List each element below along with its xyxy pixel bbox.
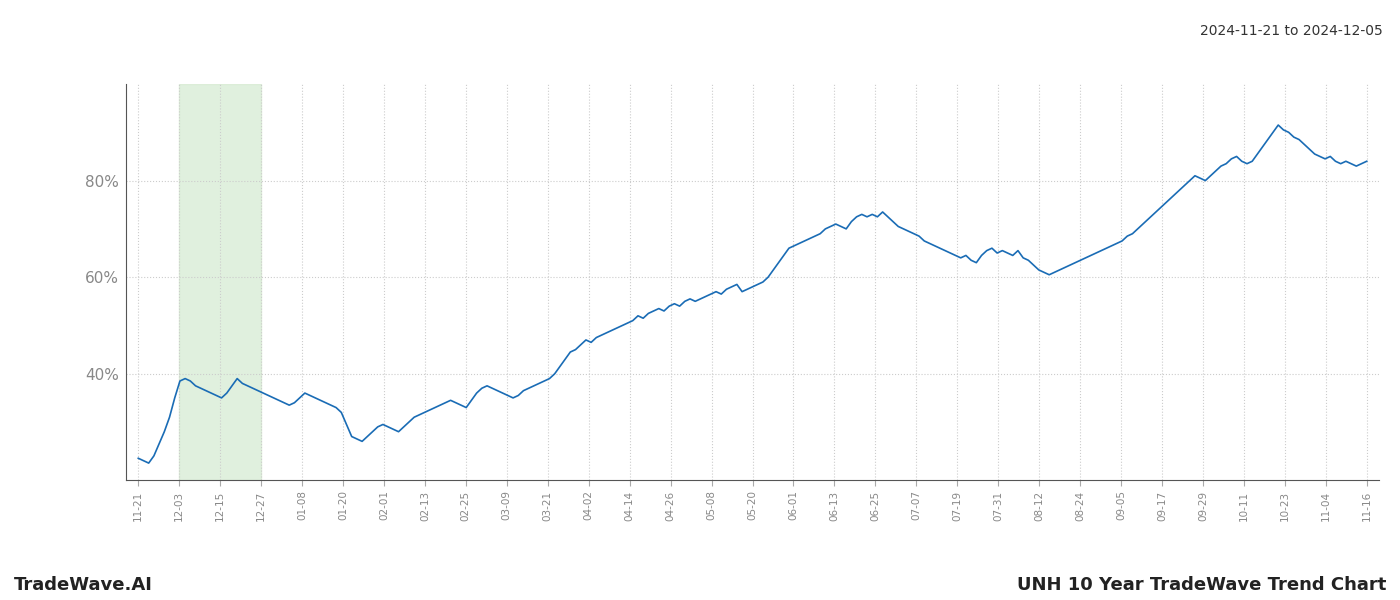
Text: 2024-11-21 to 2024-12-05: 2024-11-21 to 2024-12-05: [1200, 24, 1383, 38]
Text: UNH 10 Year TradeWave Trend Chart: UNH 10 Year TradeWave Trend Chart: [1016, 576, 1386, 594]
Text: TradeWave.AI: TradeWave.AI: [14, 576, 153, 594]
Bar: [179, 84, 262, 480]
